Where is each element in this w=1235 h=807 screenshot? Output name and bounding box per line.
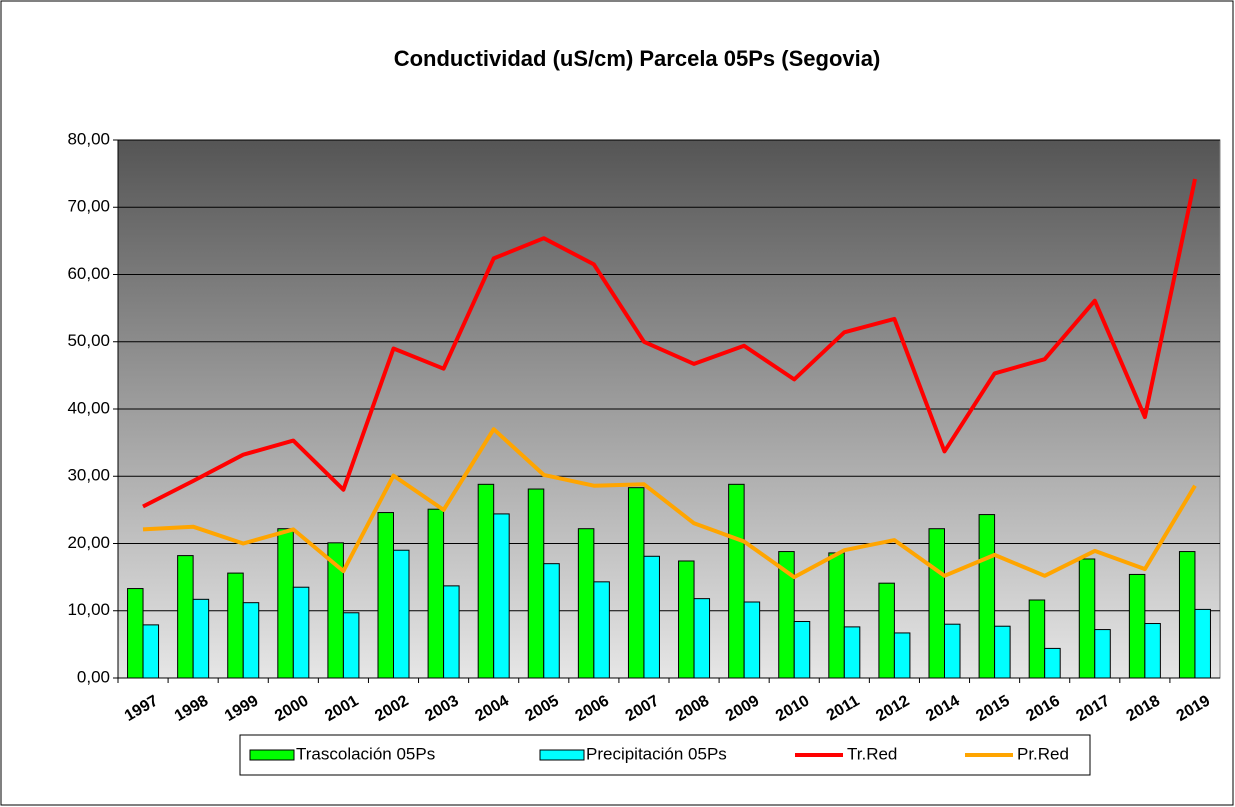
bar [242,602,260,679]
bar [1078,558,1096,679]
y-tick-label: 40,00 [67,398,110,417]
legend-swatch [539,749,585,761]
legend-label: Pr.Red [1017,744,1069,763]
bar [793,621,811,679]
bar [227,572,244,679]
legend-swatch [249,749,295,761]
bar [1094,629,1111,679]
bar [878,582,895,679]
bar [828,552,845,679]
bar [778,551,795,679]
bar [377,512,394,679]
bar [1194,608,1211,679]
y-tick-label: 80,00 [67,129,110,148]
bar [1178,551,1196,679]
y-tick-label: 10,00 [67,600,110,619]
bar [693,598,711,679]
bar [843,626,861,679]
bar [427,508,445,679]
bar [292,586,310,679]
line [142,178,1197,509]
bar [994,625,1011,679]
bar [893,632,911,679]
line [142,427,1197,580]
bar [577,528,595,679]
bar [443,585,460,679]
bar [342,612,360,679]
bar [142,624,160,679]
bar [627,487,645,679]
bar [1144,623,1161,679]
bar [1028,599,1046,679]
bar [678,560,695,679]
bar [393,549,410,679]
bar [1044,647,1061,679]
bar [593,581,610,679]
bar [543,563,560,679]
bar [327,542,344,679]
y-tick-label: 60,00 [67,264,110,283]
bar [127,588,144,679]
y-tick-label: 0,00 [77,667,110,686]
legend-label: Trascolación 05Ps [296,744,435,763]
bar [944,623,961,679]
chart-title: Conductividad (uS/cm) Parcela 05Ps (Sego… [394,46,881,71]
bar [743,601,761,679]
legend-label: Tr.Red [847,744,897,763]
y-tick-label: 20,00 [67,533,110,552]
bar [643,555,660,679]
y-tick-label: 30,00 [67,466,110,485]
legend-label: Precipitación 05Ps [586,744,727,763]
bar [728,483,745,679]
y-tick-label: 70,00 [67,197,110,216]
bar [527,488,545,679]
bar [192,598,210,679]
legend [239,734,1091,776]
bar [493,513,510,679]
bar [277,528,294,679]
bar [928,528,945,679]
bar [177,555,194,679]
bar [477,483,495,679]
bar [978,514,996,679]
y-tick-label: 50,00 [67,331,110,350]
bar [1128,573,1146,679]
